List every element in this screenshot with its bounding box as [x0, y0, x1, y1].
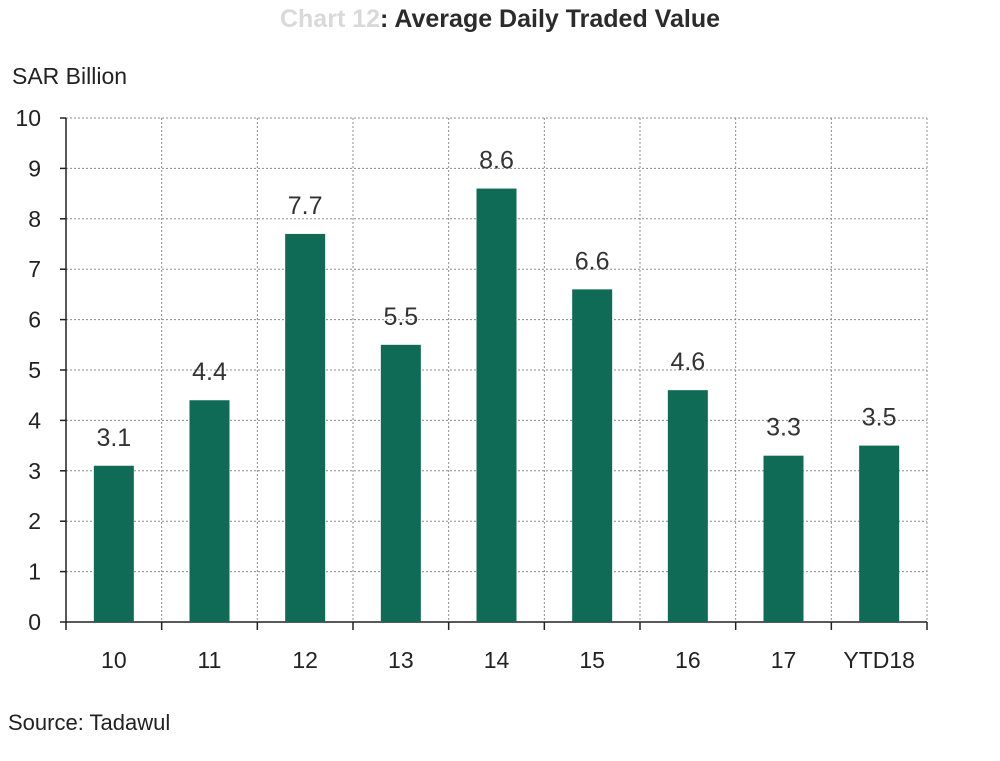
bar-value-label: 4.6 — [670, 348, 705, 376]
y-tick-label: 7 — [28, 256, 41, 282]
bar — [859, 445, 900, 622]
bar — [763, 455, 804, 622]
x-category-label: 14 — [484, 647, 510, 673]
y-tick-label: 8 — [28, 206, 41, 232]
bar-value-label: 6.6 — [575, 247, 610, 275]
bar-value-label: 7.7 — [288, 192, 323, 220]
x-category-label: 15 — [579, 647, 605, 673]
y-tick-label: 10 — [15, 105, 41, 131]
y-tick-label: 9 — [28, 155, 41, 181]
bar-value-label: 4.4 — [192, 358, 227, 386]
bar-value-label: 5.5 — [383, 303, 418, 331]
x-category-label: 12 — [292, 647, 318, 673]
x-category-label: 17 — [771, 647, 797, 673]
bar — [572, 289, 613, 622]
bar-value-label: 8.6 — [479, 147, 514, 175]
x-category-label: 10 — [101, 647, 127, 673]
chart-title: Chart 12: Average Daily Traded Value — [0, 5, 1000, 34]
y-axis-unit-label: SAR Billion — [12, 63, 128, 89]
y-tick-label: 2 — [28, 508, 41, 534]
source-note: Source: Tadawul — [8, 710, 171, 735]
bar-value-label: 3.3 — [766, 414, 801, 442]
bar — [93, 465, 134, 622]
y-tick-label: 3 — [28, 458, 41, 484]
bar-value-label: 3.1 — [96, 424, 131, 452]
bar — [667, 390, 708, 622]
chart-title-prefix: Chart 12 — [279, 5, 381, 33]
x-category-label: 11 — [198, 647, 222, 673]
y-tick-label: 4 — [28, 407, 41, 433]
bar — [380, 344, 421, 622]
bar — [285, 233, 326, 623]
x-category-label: YTD18 — [843, 647, 915, 673]
y-tick-label: 5 — [28, 357, 41, 383]
bar — [476, 188, 517, 622]
x-category-label: 16 — [675, 647, 701, 673]
x-category-label: 13 — [388, 647, 414, 673]
y-tick-label: 0 — [28, 609, 41, 635]
y-tick-label: 6 — [28, 307, 41, 333]
bar-value-label: 3.5 — [862, 404, 897, 432]
bar — [189, 400, 230, 622]
y-tick-label: 1 — [28, 559, 41, 585]
chart-title-text: : Average Daily Traded Value — [380, 5, 720, 33]
